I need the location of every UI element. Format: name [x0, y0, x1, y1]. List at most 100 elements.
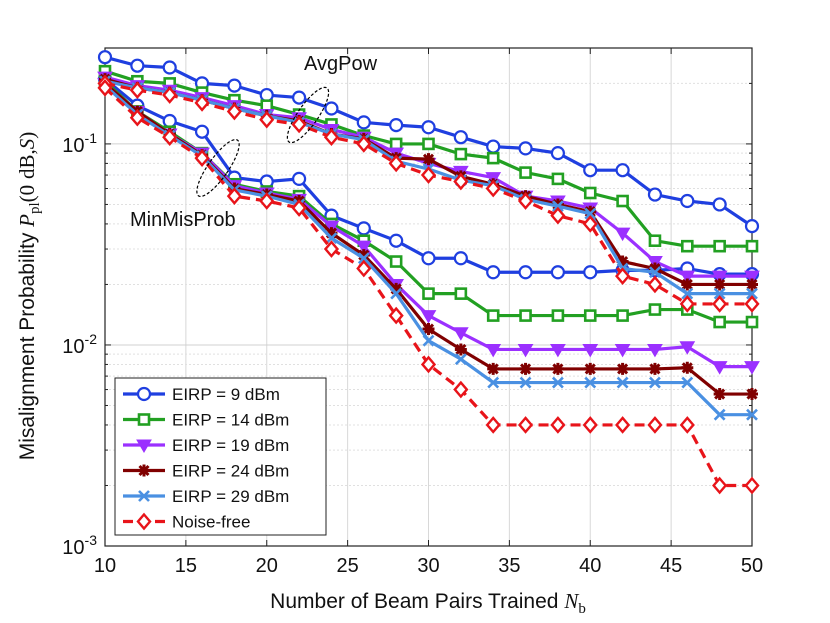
data-point-0-16: [615, 163, 630, 178]
data-point-10-2: [162, 86, 178, 104]
data-point-5-16: [614, 343, 631, 358]
y-axis-title: Misalignment Probability Ppl(0 dB,S): [15, 132, 43, 461]
data-point-10-7: [323, 128, 340, 147]
x-axis-title: Number of Beam Pairs Trained Nb: [270, 589, 586, 617]
data-point-0-1: [130, 58, 145, 73]
data-point-3-11: [454, 287, 468, 300]
legend-label-5: Noise-free: [172, 513, 250, 532]
data-point-6-17: [648, 262, 661, 275]
data-point-10-13: [517, 192, 534, 210]
y-tick-label-1: 10-2: [62, 331, 97, 358]
data-point-7-10: [422, 323, 435, 336]
data-point-5-18: [679, 341, 696, 355]
data-point-7-20: [746, 388, 758, 401]
data-point-8-18: [681, 287, 694, 300]
data-point-0-6: [292, 90, 307, 105]
data-point-4-18: [679, 270, 696, 285]
data-point-1-14: [550, 265, 566, 280]
data-point-5-11: [452, 327, 469, 341]
data-point-8-19: [713, 287, 726, 300]
data-point-5-10: [420, 310, 437, 324]
data-point-7-11: [454, 343, 467, 356]
axis-ticks: 10 15 20 25 30 35 40 45 50 10-3 10-2 10-1: [62, 48, 763, 577]
legend-label-0: EIRP = 9 dBm: [172, 385, 280, 404]
legend-marker-3: [138, 464, 150, 477]
data-point-1-6: [292, 171, 307, 186]
x-tick-label-6: 40: [579, 555, 601, 577]
data-point-9-19: [713, 408, 726, 421]
y-axis-args-db: dB: [15, 154, 39, 179]
data-point-9-12: [487, 376, 500, 389]
data-point-0-4: [227, 78, 242, 93]
data-point-1-3: [194, 124, 210, 139]
data-point-0-18: [680, 193, 695, 209]
data-point-10-5: [259, 110, 275, 129]
data-point-6-19: [713, 278, 726, 291]
legend-marker-0: [136, 386, 152, 402]
data-point-10-6: [291, 115, 307, 134]
data-point-11-6: [291, 199, 307, 217]
data-point-11-15: [582, 416, 598, 434]
data-point-3-19: [713, 315, 726, 329]
data-point-10-14: [550, 206, 566, 225]
data-point-11-2: [162, 128, 178, 147]
annotation-minmisprob: MinMisProb: [130, 209, 236, 231]
data-point-8-14: [551, 200, 564, 213]
data-point-7-8: [357, 249, 370, 262]
x-tick-label-7: 45: [660, 555, 682, 577]
x-axis-subscript: b: [578, 601, 586, 617]
data-point-11-19: [712, 476, 728, 495]
data-point-6-10: [422, 153, 435, 166]
legend-item-1: EIRP = 14 dBm: [123, 411, 289, 430]
legend-label-2: EIRP = 19 dBm: [172, 436, 289, 455]
data-point-0-19: [712, 197, 727, 212]
data-point-3-12: [486, 309, 500, 322]
data-point-11-17: [647, 416, 663, 434]
y-axis-args-close: ): [15, 132, 39, 139]
data-point-7-15: [584, 362, 597, 375]
data-point-4-16: [614, 227, 631, 242]
data-point-10-11: [453, 172, 469, 191]
y-axis-args-zero: 0: [15, 185, 39, 196]
data-point-1-12: [486, 265, 501, 280]
data-point-11-13: [517, 416, 534, 434]
data-point-5-12: [485, 343, 502, 358]
x-tick-label-5: 35: [498, 555, 520, 577]
data-point-10-17: [647, 275, 663, 294]
y-axis-symbol: P: [15, 214, 39, 228]
data-point-3-13: [519, 309, 532, 322]
data-point-11-1: [129, 108, 145, 127]
data-point-10-1: [129, 81, 145, 100]
legend-item-0: EIRP = 9 dBm: [123, 385, 280, 404]
data-point-7-12: [487, 362, 500, 375]
data-point-0-10: [421, 120, 436, 135]
x-tick-label-1: 15: [175, 555, 197, 577]
data-point-3-9: [389, 255, 403, 268]
data-point-3-16: [616, 309, 629, 322]
data-point-8-17: [649, 266, 661, 279]
legend-marker-5: [136, 512, 152, 531]
data-point-9-16: [616, 376, 629, 389]
data-point-6-20: [746, 278, 758, 291]
data-point-2-17: [648, 234, 662, 248]
data-point-2-18: [680, 239, 694, 253]
data-point-10-9: [388, 154, 404, 173]
x-tick-label-0: 10: [94, 555, 116, 577]
series-11-minmisprob: [97, 79, 760, 495]
y-tick-label-0: 10-3: [62, 532, 97, 559]
data-point-10-10: [420, 166, 437, 184]
data-point-11-11: [453, 380, 469, 399]
x-axis-symbol: N: [563, 589, 579, 613]
data-point-11-3: [194, 149, 210, 167]
data-point-10-16: [615, 267, 631, 285]
data-point-11-5: [259, 192, 275, 210]
data-point-2-11: [454, 147, 468, 161]
data-point-6-15: [584, 205, 597, 218]
data-point-0-17: [647, 187, 663, 202]
data-point-2-13: [519, 166, 532, 179]
data-point-11-20: [744, 476, 760, 495]
data-point-4-20: [744, 270, 760, 285]
data-point-1-9: [389, 233, 404, 248]
data-point-2-16: [616, 194, 629, 208]
data-point-9-18: [681, 376, 694, 389]
